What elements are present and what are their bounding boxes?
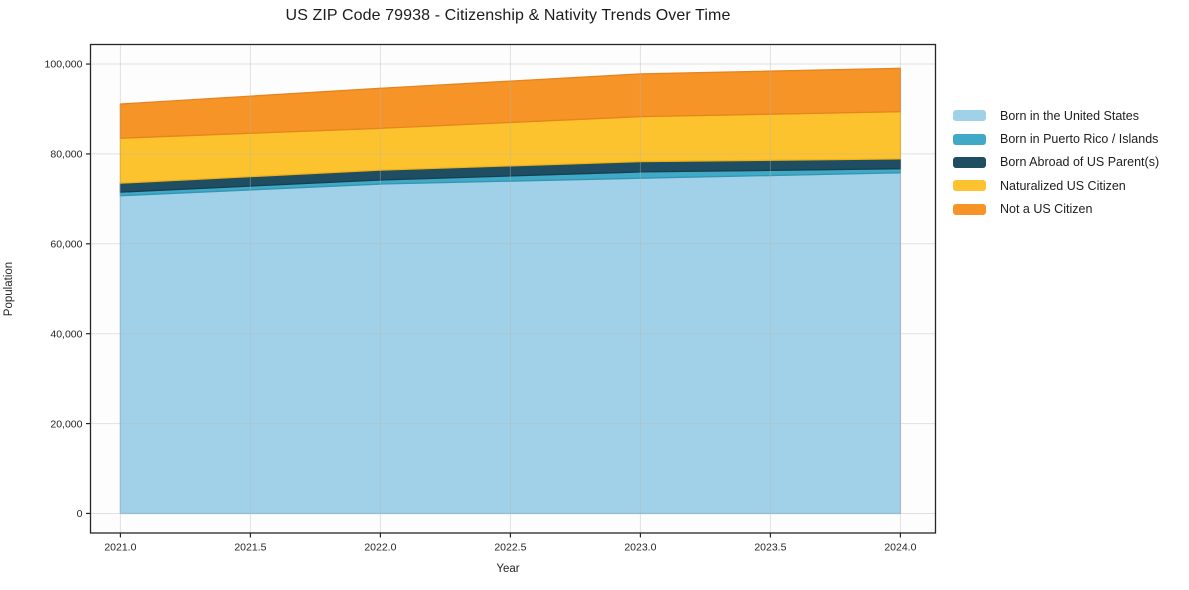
x-tick-label: 2022.5 [494,542,526,554]
legend-swatch-born-in-puerto-rico [953,133,986,145]
legend-label: Born in Puerto Rico / Islands [1000,132,1159,147]
x-tick-label: 2024.0 [884,542,916,554]
chart-title: US ZIP Code 79938 - Citizenship & Nativi… [285,7,731,24]
area-not-a-us-citizen [119,67,902,139]
legend-swatch-naturalized [953,180,986,192]
legend-item: Naturalized US Citizen [953,174,1159,197]
axes-frame [89,43,937,534]
legend-label: Not a US Citizen [1000,202,1093,217]
legend-item: Born in the United States [953,104,1159,127]
legend-label: Born Abroad of US Parent(s) [1000,155,1160,170]
legend-swatch-not-citizen [953,203,986,215]
x-tick-label: 2023.0 [624,542,656,554]
y-tick-label: 20,000 [50,418,82,430]
x-tick-label: 2021.5 [234,542,266,554]
legend: Born in the United States Born in Puerto… [953,104,1159,221]
legend-item: Born in Puerto Rico / Islands [953,127,1159,150]
x-axis-label: Year [496,563,520,575]
y-tick-label: 80,000 [50,149,82,161]
y-tick-label: 100,000 [45,59,83,71]
x-tick-label: 2022.0 [364,542,396,554]
y-tick-label: 0 [77,508,83,520]
legend-item: Born Abroad of US Parent(s) [953,151,1159,174]
legend-swatch-born-abroad [953,156,986,168]
x-tick-label: 2021.0 [104,542,136,554]
x-tick-label: 2023.5 [754,542,786,554]
legend-item: Not a US Citizen [953,198,1159,221]
legend-swatch-born-in-us [953,110,986,122]
y-axis-label: Population [3,261,15,317]
legend-label: Born in the United States [1000,108,1139,123]
y-tick-label: 40,000 [50,328,82,340]
legend-label: Naturalized US Citizen [1000,178,1126,193]
y-tick-label: 60,000 [50,239,82,251]
